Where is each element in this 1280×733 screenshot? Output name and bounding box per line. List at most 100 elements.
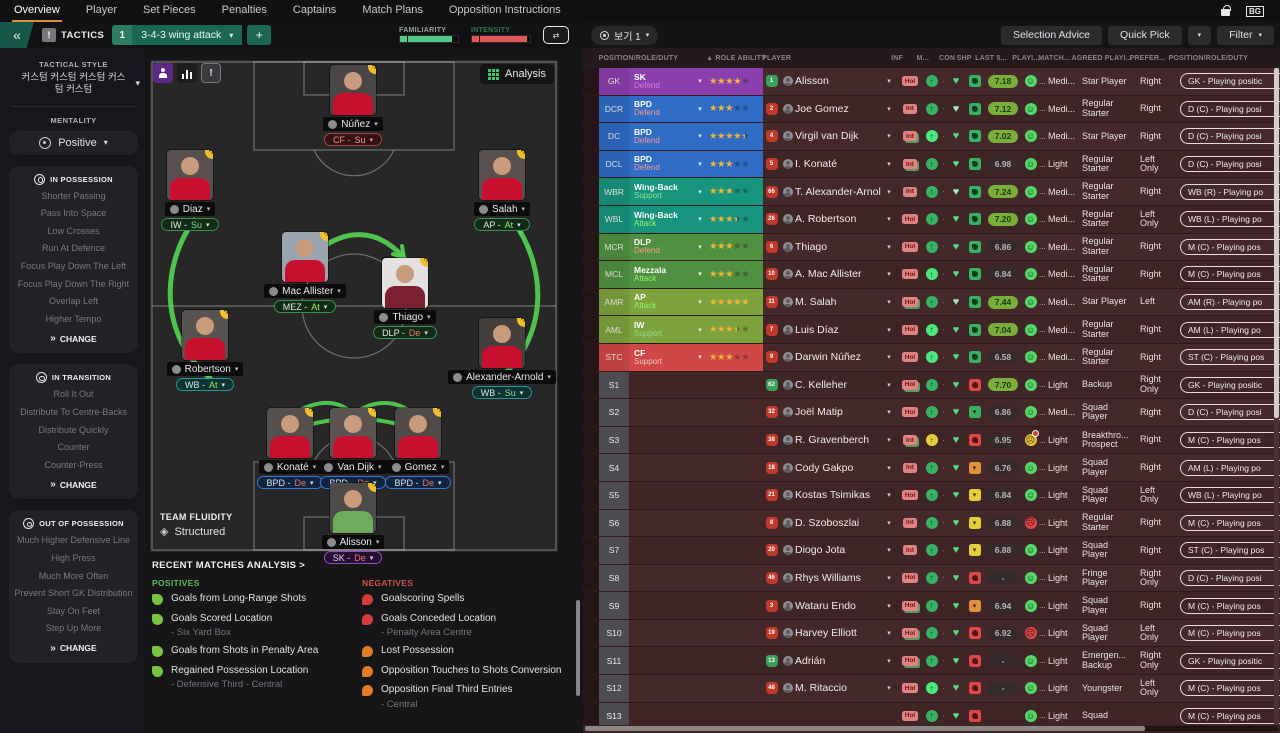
swap-view-button[interactable]: ⇄ bbox=[543, 26, 569, 44]
player-chevron-icon[interactable]: ▾ bbox=[887, 105, 891, 113]
role-chevron-icon[interactable]: ▾ bbox=[693, 343, 707, 371]
squad-row-s13[interactable]: S13 Hol ↑ · ♥ ☺... Light Squad M (C) - Playing p… bbox=[583, 702, 1280, 725]
formation-dropdown[interactable]: 3-4-3 wing attack ▾ bbox=[132, 25, 243, 45]
player-name-cell[interactable] bbox=[795, 703, 881, 725]
pitch-player-alexander-arnold[interactable]: ✈ Alexander-Arnold ▾ WB - Su ▾ bbox=[448, 318, 556, 399]
role-duty-cell[interactable] bbox=[629, 565, 693, 592]
player-name-cell[interactable]: C. Kelleher bbox=[795, 378, 847, 391]
position-role-cell[interactable]: GK - Playing positic bbox=[1180, 372, 1280, 399]
player-chevron-icon[interactable] bbox=[881, 703, 897, 725]
position-role-pill[interactable]: D (C) - Playing posi bbox=[1180, 100, 1280, 117]
position-role-pill[interactable]: M (C) - Playing pos bbox=[1180, 597, 1280, 614]
role-duty-cell[interactable]: Wing-Back Attack bbox=[629, 205, 693, 233]
role-duty-cell[interactable]: AP Attack bbox=[629, 288, 693, 316]
position-cell[interactable]: S8 bbox=[599, 564, 629, 592]
position-role-pill[interactable]: M (C) - Playing pos bbox=[1180, 266, 1280, 283]
role-duty-cell[interactable]: CF Support bbox=[629, 343, 693, 371]
view-dropdown[interactable]: 보기 1 ▾ bbox=[591, 25, 659, 45]
player-name-cell[interactable]: D. Szoboszlai bbox=[795, 516, 860, 529]
role-chevron-icon[interactable]: ▾ bbox=[693, 95, 707, 123]
position-role-cell[interactable]: WB (L) - Playing po bbox=[1180, 206, 1280, 233]
column-header[interactable]: PLAYI... bbox=[1012, 54, 1040, 62]
squad-row-dcl[interactable]: DCL BPD Defend ▾ ★ ★ ★ ★ ★ 5 I. Konaté ▾ Int ↑ · ♥ 6.98 ☺… bbox=[583, 150, 1280, 179]
analysis-button[interactable]: Analysis bbox=[480, 64, 554, 84]
position-cell[interactable]: S11 bbox=[599, 647, 629, 675]
role-chevron-icon[interactable] bbox=[693, 510, 707, 537]
player-nameplate[interactable]: Núñez ▾ bbox=[323, 117, 383, 131]
player-chevron-icon[interactable]: ▾ bbox=[887, 657, 891, 665]
position-role-cell[interactable]: M (C) - Playing pos bbox=[1180, 620, 1280, 647]
position-cell[interactable]: S7 bbox=[599, 537, 629, 564]
position-role-cell[interactable]: AM (L) - Playing po bbox=[1180, 454, 1280, 481]
player-role-pill[interactable]: CF - Su ▾ bbox=[323, 133, 383, 146]
player-name-cell[interactable]: Cody Gakpo bbox=[795, 461, 854, 474]
squad-row-s10[interactable]: S10 19 Harvey Elliott ▾ Hol ↑ · ♥ 6.92 ☹... Light S… bbox=[583, 619, 1280, 648]
position-role-pill[interactable]: M (C) - Playing pos bbox=[1180, 432, 1280, 449]
position-cell[interactable]: GK bbox=[599, 68, 629, 95]
tactical-style-dropdown[interactable]: 커스텀 커스텀 커스텀 커스텀 커스텀 ▾ bbox=[21, 72, 140, 96]
player-name-cell[interactable]: R. Gravenberch bbox=[795, 434, 870, 447]
role-duty-cell[interactable] bbox=[629, 647, 693, 674]
squad-row-s12[interactable]: S12 48 M. Ritaccio ▾ Hol ↑ · ♥ - ☺... Light Youngst… bbox=[583, 675, 1280, 703]
player-chevron-icon[interactable]: ▾ bbox=[887, 354, 891, 362]
position-role-pill[interactable]: WB (L) - Playing po bbox=[1180, 487, 1280, 504]
role-duty-cell[interactable] bbox=[629, 372, 693, 399]
position-role-pill[interactable]: D (C) - Playing posi bbox=[1180, 156, 1280, 173]
pitch-player-konaté[interactable]: ✈ Konaté ▾ BPD - De ▾ bbox=[242, 408, 338, 489]
squad-row-s5[interactable]: S5 21 Kostas Tsimikas ▾ Hol ↑ · ♥ ▾ 6.84 ☺... Light… bbox=[583, 481, 1280, 510]
role-duty-cell[interactable] bbox=[629, 454, 693, 481]
player-nameplate[interactable]: Diaz ▾ bbox=[164, 202, 216, 216]
role-duty-cell[interactable]: BPD Defend bbox=[629, 95, 693, 123]
player-name-cell[interactable]: A. Mac Allister bbox=[795, 268, 862, 281]
player-name-cell[interactable]: A. Robertson bbox=[795, 213, 857, 226]
player-name-cell[interactable]: M. Salah bbox=[795, 296, 837, 309]
squad-row-mcr[interactable]: MCR DLP Defend ▾ ★ ★ ★ ★ ★ 6 Thiago ▾ Hol ↑ · ♥ 6.86 ☺...… bbox=[583, 233, 1280, 262]
position-cell[interactable]: S3 bbox=[599, 426, 629, 454]
player-chevron-icon[interactable]: ▾ bbox=[887, 133, 891, 141]
position-cell[interactable]: DCL bbox=[599, 150, 629, 178]
player-chevron-icon[interactable]: ▾ bbox=[887, 547, 891, 555]
squad-row-aml[interactable]: AML IW Support ▾ ★ ★ ★ ★ ★ 7 Luis Díaz ▾ Hol ↑ · ♥ 7.04 ☺… bbox=[583, 316, 1280, 344]
role-duty-cell[interactable] bbox=[629, 592, 693, 619]
position-role-cell[interactable]: M (C) - Playing pos bbox=[1180, 592, 1280, 619]
role-duty-cell[interactable]: BPD Defend bbox=[629, 150, 693, 178]
player-chevron-icon[interactable]: ▾ bbox=[887, 685, 891, 693]
nav-tab-overview[interactable]: Overview bbox=[12, 0, 62, 22]
tactic-slot-badge[interactable]: 1 bbox=[112, 25, 133, 45]
nav-tab-player[interactable]: Player bbox=[85, 4, 118, 16]
position-role-pill[interactable]: ST (C) - Playing pos bbox=[1180, 349, 1280, 366]
role-chevron-icon[interactable]: ▾ bbox=[693, 316, 707, 343]
player-name-cell[interactable]: Kostas Tsimikas bbox=[795, 489, 871, 502]
player-role-pill[interactable]: IW - Su ▾ bbox=[161, 218, 219, 231]
role-chevron-icon[interactable] bbox=[693, 427, 707, 454]
tactic-pitch[interactable]: ! Analysis ✈ Núñez ▾ CF - Su ▾ ✈ Diaz ▾ IW - Su ▾… bbox=[150, 60, 558, 564]
role-chevron-icon[interactable]: ▾ bbox=[693, 150, 707, 178]
player-name-cell[interactable]: Luis Díaz bbox=[795, 323, 839, 336]
role-chevron-icon[interactable] bbox=[693, 372, 707, 399]
player-nameplate[interactable]: Robertson ▾ bbox=[166, 362, 244, 376]
player-name-cell[interactable]: Thiago bbox=[795, 240, 828, 253]
player-nameplate[interactable]: Gomez ▾ bbox=[386, 460, 450, 474]
change-button[interactable]: » CHANGE bbox=[14, 643, 133, 654]
role-duty-cell[interactable] bbox=[629, 537, 693, 564]
position-cell[interactable]: S4 bbox=[599, 454, 629, 481]
squad-row-s11[interactable]: S11 13 Adrián ▾ Hol ↑ · ♥ - ☺... Light Emergen... B… bbox=[583, 647, 1280, 676]
pitch-player-robertson[interactable]: ✈ Robertson ▾ WB - At ▾ bbox=[157, 310, 253, 391]
player-chevron-icon[interactable]: ▾ bbox=[887, 78, 891, 86]
position-role-cell[interactable]: D (C) - Playing posi bbox=[1180, 565, 1280, 592]
position-cell[interactable]: S1 bbox=[599, 371, 629, 399]
pitch-player-thiago[interactable]: ✈ Thiago ▾ DLP - De ▾ bbox=[357, 258, 453, 339]
position-role-cell[interactable]: D (C) - Playing posi bbox=[1180, 123, 1280, 150]
squad-row-s4[interactable]: S4 18 Cody Gakpo ▾ Int ↑ · ♥ ▾ 6.76 ☺... Light Squad… bbox=[583, 454, 1280, 482]
position-role-pill[interactable]: GK - Playing positic bbox=[1180, 652, 1280, 669]
position-role-pill[interactable]: GK - Playing positic bbox=[1180, 376, 1280, 393]
player-chevron-icon[interactable]: ▾ bbox=[887, 188, 891, 196]
position-role-cell[interactable]: M (C) - Playing pos bbox=[1180, 675, 1280, 702]
nav-tab-opposition-instructions[interactable]: Opposition Instructions bbox=[448, 4, 561, 16]
position-role-cell[interactable]: GK - Playing positic bbox=[1180, 68, 1280, 95]
squad-row-dcr[interactable]: DCR BPD Defend ▾ ★ ★ ★ ★ ★ 2 Joe Gomez ▾ Int ↑ · ♥ 7.12 ☺… bbox=[583, 95, 1280, 124]
squad-row-s6[interactable]: S6 8 D. Szoboszlai ▾ Int ↑ · ♥ ▾ 6.88 ☹... Light Reg… bbox=[583, 509, 1280, 538]
role-chevron-icon[interactable] bbox=[693, 675, 707, 702]
column-header[interactable]: PLAYER bbox=[762, 54, 792, 62]
position-cell[interactable]: S12 bbox=[599, 675, 629, 702]
